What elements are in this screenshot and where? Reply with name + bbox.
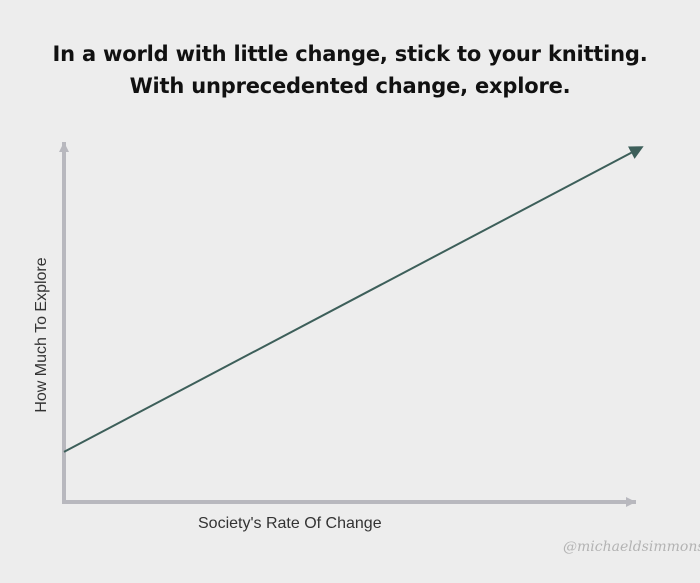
chart-title-line-1: In a world with little change, stick to … xyxy=(52,42,648,66)
series-layer xyxy=(63,146,644,453)
x-axis-label: Society's Rate Of Change xyxy=(198,515,382,532)
series-line-1 xyxy=(63,146,644,453)
watermark-handle: @michaeldsimmons xyxy=(563,539,700,555)
y-axis-label: How Much To Explore xyxy=(33,257,50,413)
chart-title: In a world with little change, stick to … xyxy=(0,38,700,102)
chart-title-line-2: With unprecedented change, explore. xyxy=(129,74,571,98)
